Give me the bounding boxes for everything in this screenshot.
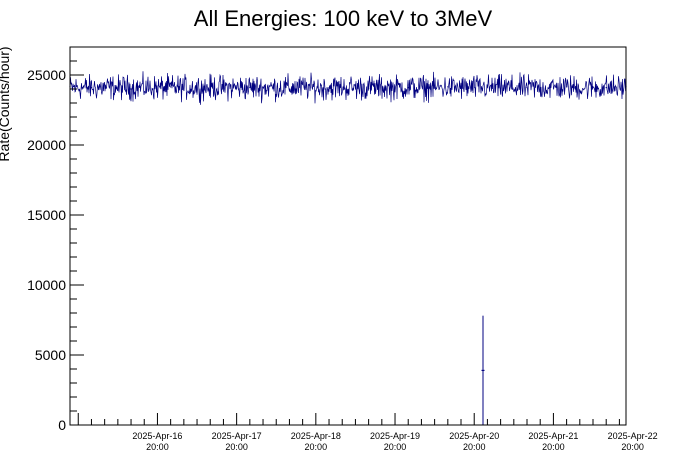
chart-title: All Energies: 100 keV to 3MeV xyxy=(194,6,493,31)
x-tick-time-label: 20:00 xyxy=(146,442,169,452)
data-point xyxy=(566,86,568,88)
data-point xyxy=(90,87,93,89)
x-tick-date-label: 2025-Apr-18 xyxy=(291,431,341,441)
data-point xyxy=(130,88,132,90)
plot-frame xyxy=(69,46,627,426)
y-axis-label: Rate(Counts/hour) xyxy=(0,46,12,161)
series-trace xyxy=(69,71,627,105)
x-tick-time-label: 20:00 xyxy=(225,442,248,452)
y-tick-label: 5000 xyxy=(35,347,66,363)
y-tick-label: 0 xyxy=(58,417,66,433)
x-axis: 2025-Apr-1620:002025-Apr-1720:002025-Apr… xyxy=(77,413,658,452)
y-tick-label: 20000 xyxy=(27,137,66,153)
x-tick-time-label: 20:00 xyxy=(463,442,486,452)
x-tick-date-label: 2025-Apr-21 xyxy=(528,431,578,441)
x-tick-time-label: 20:00 xyxy=(305,442,328,452)
data-point xyxy=(368,87,370,89)
data-point xyxy=(170,86,172,88)
data-point xyxy=(447,86,449,88)
data-point xyxy=(328,87,330,89)
data-point xyxy=(288,88,291,90)
data-point xyxy=(486,85,489,87)
x-tick-date-label: 2025-Apr-19 xyxy=(370,431,420,441)
x-tick-time-label: 20:00 xyxy=(542,442,565,452)
y-tick-label: 10000 xyxy=(27,277,66,293)
x-tick-time-label: 20:00 xyxy=(621,442,644,452)
y-axis: 0 5000 10000 15000 20000 25000 xyxy=(27,46,84,433)
data-point xyxy=(407,87,409,89)
x-tick-time-label: 20:00 xyxy=(384,442,407,452)
x-tick-date-label: 2025-Apr-17 xyxy=(212,431,262,441)
x-tick-date-label: 2025-Apr-22 xyxy=(608,431,658,441)
data-point xyxy=(209,87,211,89)
x-tick-date-label: 2025-Apr-20 xyxy=(449,431,499,441)
x-tick-date-label: 2025-Apr-16 xyxy=(132,431,182,441)
data-point xyxy=(249,87,251,89)
data-point xyxy=(526,87,528,89)
data-point xyxy=(605,87,607,89)
series-layer xyxy=(69,71,627,425)
y-tick-label: 25000 xyxy=(27,67,66,83)
y-tick-label: 15000 xyxy=(27,207,66,223)
